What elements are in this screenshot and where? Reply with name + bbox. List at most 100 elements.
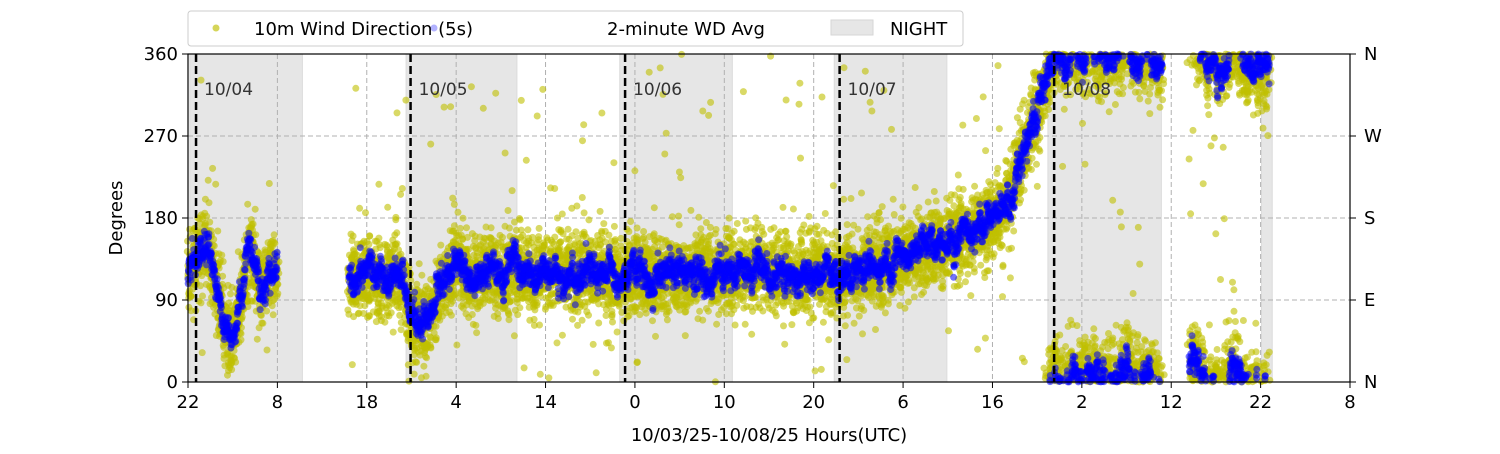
wd-5s-point [517,216,524,223]
wd-5s-point [472,322,479,329]
wd-5s-point [449,298,456,305]
wd-5s-point [551,234,558,241]
wd-5s-point [569,316,576,323]
wd-5s-point [228,366,235,373]
wd-5s-point [252,206,259,213]
wd-5s-point [534,299,541,306]
wd-5s-point [788,241,795,248]
wd-5s-point [625,228,632,235]
wd-5s-point [705,112,712,119]
wd-5s-point [771,224,778,231]
wd-5s-point [554,339,561,346]
wd-5s-point [356,205,363,212]
wd-5s-point [664,316,671,323]
wd-5s-point [597,208,604,215]
wd-5s-point [797,155,804,162]
wd-5s-point [494,310,501,317]
wd-5s-point [271,296,278,303]
wd-5s-point [803,307,810,314]
wd-5s-point [661,151,668,158]
wd-5s-point [392,216,399,223]
wd-5s-point [480,105,487,112]
wd-5s-point [393,229,400,236]
wd-5s-point [535,233,542,240]
wd-5s-point [205,177,212,184]
wd-5s-point [636,311,643,318]
wd-5s-point [734,220,741,227]
wd-5s-point [271,231,278,238]
wd-5s-point [803,296,810,303]
wd-5s-point [798,238,805,245]
wd-5s-point [788,321,795,328]
wd-5s-point [375,235,382,242]
wd-5s-point [732,322,739,329]
wd-5s-point [646,69,653,76]
wd-5s-point [427,141,434,148]
wd-5s-point [557,239,564,246]
wd-5s-point [551,185,558,192]
wd-5s-point [509,187,516,194]
wd-5s-point [263,308,270,315]
wd-5s-point [521,364,528,371]
wd-5s-point [707,99,714,106]
wd-5s-point [384,204,391,211]
wd-5s-point [780,322,787,329]
wd-5s-point [394,240,401,247]
wd-5s-point [536,322,543,329]
wd-5s-point [457,225,464,232]
wd-5s-point [810,314,817,321]
wd-5s-point [375,181,382,188]
wd-5s-point [726,215,733,222]
wd-5s-point [610,159,617,166]
wd-5s-point [800,222,807,229]
wd-5s-point [748,331,755,338]
wd-5s-point [740,88,747,95]
wd-5s-point [695,214,702,221]
wd-5s-point [488,224,495,231]
wd-5s-point [705,308,712,315]
wd-5s-point [232,359,239,366]
wd-5s-point [676,169,683,176]
wd-5s-point [453,342,460,349]
wd-5s-point [390,329,397,336]
wd-5s-point [712,230,719,237]
wd-5s-point [499,234,506,241]
wd-5s-point [581,209,588,216]
wd-5s-point [545,374,552,381]
wd-5s-point [436,317,443,324]
wd-5s-point [506,316,513,323]
wd-5s-point [595,320,602,327]
wd-5s-point [559,332,566,339]
wd-5s-point [579,194,586,201]
wd-5s-point [573,203,580,210]
wd-5s-point [201,210,208,217]
wd-5s-point [759,308,766,315]
wd-5s-point [699,108,706,115]
wd-5s-point [352,85,359,92]
wd-5s-point [783,233,790,240]
wd-5s-point [611,223,618,230]
wd-5s-point [227,290,234,297]
wd-5s-point [649,317,656,324]
wd-5s-point [399,185,406,192]
wd-5s-point [423,373,430,380]
wd-5s-point [651,204,658,211]
wd-5s-point [549,300,556,307]
wd-5s-point [666,308,673,315]
wd-5s-point [402,97,409,104]
wd-5s-point [413,359,420,366]
wd-5s-point [796,80,803,87]
wd-5s-point [634,225,641,232]
wd-5s-point [585,216,592,223]
wd-5s-point [366,232,373,239]
wd-5s-point [506,225,513,232]
wd-5s-point [394,109,401,116]
wd-5s-point [652,333,659,340]
wd-5s-point [627,218,634,225]
wd-5s-point [812,367,819,374]
wd-5s-point [206,199,213,206]
wd-5s-point [772,309,779,316]
wd-5s-point [692,298,699,305]
wd-5s-point [455,209,462,216]
